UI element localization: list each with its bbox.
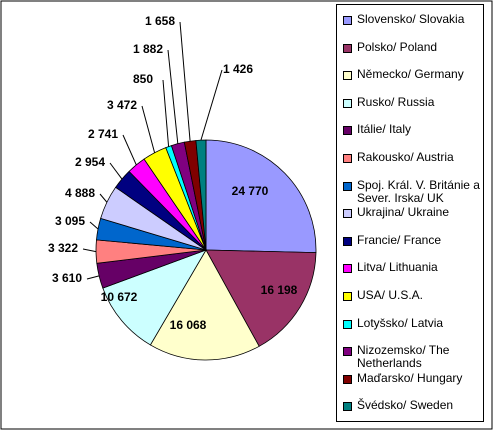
leader-line <box>200 69 223 141</box>
legend-swatch <box>343 292 352 301</box>
legend-item: USA/ U.S.A. <box>343 289 481 317</box>
legend-item: Polsko/ Poland <box>343 39 481 69</box>
leader-line <box>109 162 123 180</box>
pie-slice <box>149 249 260 361</box>
legend-swatch <box>343 154 352 163</box>
leader-line <box>82 248 97 253</box>
legend-item: Itálie/ Italy <box>343 123 481 151</box>
legend-item: Lotyšsko/ Latvia <box>343 315 481 345</box>
legend-item: Rusko/ Russia <box>343 94 481 124</box>
legend-swatch <box>343 209 352 219</box>
legend-swatch <box>343 347 352 357</box>
legend-item: Spoj. Král. V. Británie a Sever. Irska/ … <box>343 177 481 207</box>
legend-swatch <box>343 126 352 136</box>
legend-item: Nizozemsko/ The Netherlands <box>343 344 481 372</box>
legend-swatch <box>343 43 352 53</box>
legend-item: Německo/ Germany <box>343 68 481 96</box>
legend-swatch <box>343 374 352 384</box>
legend-label: USA/ U.S.A. <box>357 288 424 302</box>
legend-swatch <box>343 16 352 25</box>
leader-line <box>122 134 137 166</box>
legend-label: Slovensko/ Slovakia <box>357 12 465 26</box>
data-label: 3 610 <box>52 271 82 285</box>
leader-line <box>179 21 191 142</box>
legend-label: Itálie/ Italy <box>357 122 412 137</box>
legend-label: Francie/ France <box>357 232 442 247</box>
legend-label: Spoj. Král. V. Británie a Sever. Irska/ … <box>357 177 480 205</box>
legend-label: Nizozemsko/ The Netherlands <box>357 343 450 371</box>
leader-line <box>141 105 156 153</box>
data-label: 1 658 <box>145 14 175 28</box>
legend-item: Rakousko/ Austria <box>343 151 481 179</box>
legend-item: Maďarsko/ Hungary <box>343 370 481 400</box>
legend-item: Francie/ France <box>343 232 481 262</box>
leader-line <box>89 221 99 230</box>
data-label: 1 882 <box>133 42 163 56</box>
leader-line <box>167 49 179 144</box>
leader-line <box>99 193 108 203</box>
leader-line <box>162 79 170 147</box>
legend-label: Švédsko/ Sweden <box>357 398 454 413</box>
legend-item: Švédsko/ Sweden <box>343 399 481 427</box>
legend-label: Lotyšsko/ Latvia <box>357 315 444 330</box>
legend-item: Slovensko/ Slovakia <box>343 13 481 41</box>
legend-swatch <box>343 402 352 412</box>
leader-line <box>86 275 100 280</box>
pie-slice <box>102 249 207 346</box>
legend-label: Rusko/ Russia <box>357 94 435 109</box>
data-label: 16 068 <box>170 318 207 332</box>
data-label: 2 741 <box>88 127 118 141</box>
data-label: 16 198 <box>261 283 298 297</box>
data-label: 24 770 <box>232 184 269 198</box>
data-label: 2 954 <box>75 155 105 169</box>
pie-slice <box>205 139 317 254</box>
legend-item: Ukrajina/ Ukraine <box>343 206 481 234</box>
legend: Slovensko/ Slovakia Polsko/ Poland Německo… <box>336 4 484 422</box>
legend-swatch <box>343 71 352 81</box>
legend-label: Polsko/ Poland <box>357 39 438 54</box>
data-label: 4 888 <box>65 186 95 200</box>
legend-label: Maďarsko/ Hungary <box>357 370 463 385</box>
legend-label: Ukrajina/ Ukraine <box>357 205 450 220</box>
legend-label: Německo/ Germany <box>357 67 464 82</box>
data-label: 10 672 <box>101 290 138 304</box>
legend-item: Litva/ Lithuania <box>343 261 481 289</box>
pie-slice <box>205 249 317 347</box>
legend-swatch <box>343 181 352 191</box>
legend-label: Rakousko/ Austria <box>357 150 454 164</box>
data-label: 1 426 <box>223 62 253 76</box>
legend-label: Litva/ Lithuania <box>357 260 438 275</box>
data-label: 3 472 <box>107 98 137 112</box>
legend-swatch <box>343 319 352 329</box>
legend-swatch <box>343 98 352 108</box>
legend-swatch <box>343 264 352 274</box>
data-label: 3 095 <box>55 214 85 228</box>
data-label: 3 322 <box>48 241 78 255</box>
data-label: 850 <box>133 72 153 86</box>
legend-swatch <box>343 236 352 246</box>
